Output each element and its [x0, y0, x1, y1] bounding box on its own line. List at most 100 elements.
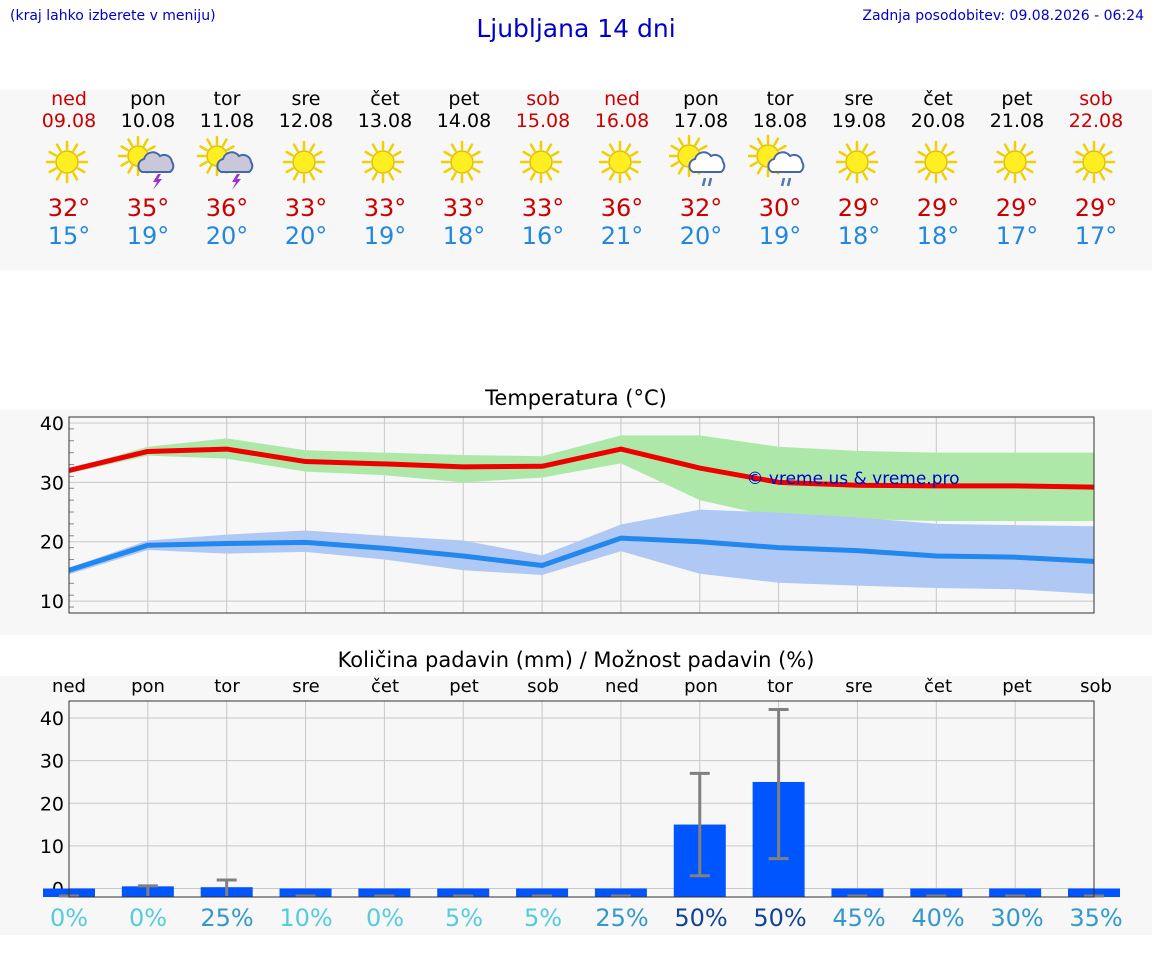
min-temperature: 18° [442, 222, 486, 250]
max-temperature: 36° [205, 194, 249, 222]
day-name: sre [291, 88, 321, 110]
max-temperature: 29° [837, 194, 881, 222]
x-tick-label: sre [292, 676, 320, 697]
max-temperature: 35° [126, 194, 170, 222]
y-tick-label: 10 [40, 591, 64, 613]
precipitation-probability: 50% [753, 904, 807, 932]
day-date: 12.08 [278, 110, 334, 132]
day-name: pet [448, 88, 480, 110]
day-name: ned [51, 88, 87, 110]
day-column: čet 20.08 29° 18° [893, 88, 983, 250]
precipitation-probability: 5% [444, 904, 484, 932]
precipitation-probability: 40% [911, 904, 965, 932]
day-column: ned 09.08 32° 15° [24, 88, 114, 250]
max-temperature: 33° [521, 194, 565, 222]
day-name: tor [213, 88, 241, 110]
precipitation-bar [279, 888, 332, 898]
precipitation-plot-area [69, 701, 1094, 897]
last-update: Zadnja posodobitev: 09.08.2026 - 06:24 [862, 8, 1144, 24]
day-date: 09.08 [41, 110, 97, 132]
sun-icon [893, 132, 983, 194]
day-date: 21.08 [989, 110, 1045, 132]
sun-icon [340, 132, 430, 194]
max-temperature: 33° [442, 194, 486, 222]
sun-icon [498, 132, 588, 194]
x-tick-label: čet [370, 676, 400, 697]
day-name: čet [923, 88, 953, 110]
x-tick-label: tor [767, 676, 793, 697]
precipitation-chart: 010203040 [40, 700, 1120, 900]
max-temperature: 30° [758, 194, 802, 222]
day-name: pon [683, 88, 719, 110]
x-tick-label: tor [214, 676, 240, 697]
precipitation-bar [358, 888, 411, 898]
page-title: Ljubljana 14 dni [476, 14, 676, 43]
day-date: 13.08 [357, 110, 413, 132]
day-date: 17.08 [673, 110, 729, 132]
sun-thunderstorm-icon [103, 132, 193, 194]
max-temperature: 36° [600, 194, 644, 222]
day-name: tor [766, 88, 794, 110]
precipitation-probability: 25% [200, 904, 254, 932]
sun-icon [814, 132, 904, 194]
day-column: sob 22.08 29° 17° [1051, 88, 1141, 250]
sun-cloud-rain-icon [656, 132, 746, 194]
x-tick-label: pet [449, 676, 479, 697]
min-temperature: 15° [47, 222, 91, 250]
temperature-chart: 10 20 30 40 © vreme.us & vreme.pro [40, 413, 1095, 614]
max-temperature: 32° [679, 194, 723, 222]
min-temperature: 19° [758, 222, 802, 250]
y-tick-label: 10 [40, 836, 64, 858]
precipitation-bar [910, 888, 963, 898]
watermark: © vreme.us & vreme.pro [746, 469, 959, 489]
x-tick-label: pon [684, 676, 718, 697]
day-date: 19.08 [831, 110, 887, 132]
x-tick-label: sob [1080, 676, 1112, 697]
sun-icon [1051, 132, 1141, 194]
precipitation-probability: 35% [1069, 904, 1123, 932]
y-tick-label: 40 [40, 708, 64, 730]
sun-icon [419, 132, 509, 194]
min-temperature: 17° [1074, 222, 1118, 250]
day-column: čet 13.08 33° 19° [340, 88, 430, 250]
location-hint: (kraj lahko izberete v meniju) [10, 8, 216, 24]
temperature-chart-title: Temperatura (°C) [485, 386, 667, 410]
x-tick-label: pon [131, 676, 165, 697]
forecast-band [0, 90, 1152, 270]
min-temperature: 16° [521, 222, 565, 250]
precipitation-bar [594, 888, 647, 898]
day-column: pet 14.08 33° 18° [419, 88, 509, 250]
max-temperature: 29° [916, 194, 960, 222]
y-tick-label: 40 [40, 413, 64, 435]
day-name: čet [370, 88, 400, 110]
y-tick-label: 30 [40, 472, 64, 494]
day-name: pon [130, 88, 166, 110]
min-temperature: 21° [600, 222, 644, 250]
max-temperature-range [69, 435, 1094, 521]
precipitation-probability: 50% [674, 904, 728, 932]
day-column: sob 15.08 33° 16° [498, 88, 588, 250]
min-temperature: 18° [837, 222, 881, 250]
day-date: 22.08 [1068, 110, 1124, 132]
day-name: sob [1079, 88, 1113, 110]
min-temperature: 20° [679, 222, 723, 250]
x-tick-label: ned [605, 676, 639, 697]
x-tick-label: sre [845, 676, 873, 697]
precipitation-probability: 0% [365, 904, 405, 932]
x-tick-label: sob [527, 676, 559, 697]
day-column: tor 11.08 36° 20° [182, 88, 272, 250]
x-tick-label: ned [52, 676, 86, 697]
precipitation-bar [516, 888, 569, 898]
day-name: sob [526, 88, 560, 110]
day-date: 11.08 [199, 110, 255, 132]
sun-icon [577, 132, 667, 194]
sun-thunderstorm-icon [182, 132, 272, 194]
day-date: 14.08 [436, 110, 492, 132]
sun-cloud-rain-icon [735, 132, 825, 194]
precipitation-probability: 5% [523, 904, 563, 932]
day-date: 16.08 [594, 110, 650, 132]
min-temperature: 17° [995, 222, 1039, 250]
x-tick-label: čet [923, 676, 953, 697]
precipitation-probability: 45% [832, 904, 886, 932]
day-column: sre 19.08 29° 18° [814, 88, 904, 250]
